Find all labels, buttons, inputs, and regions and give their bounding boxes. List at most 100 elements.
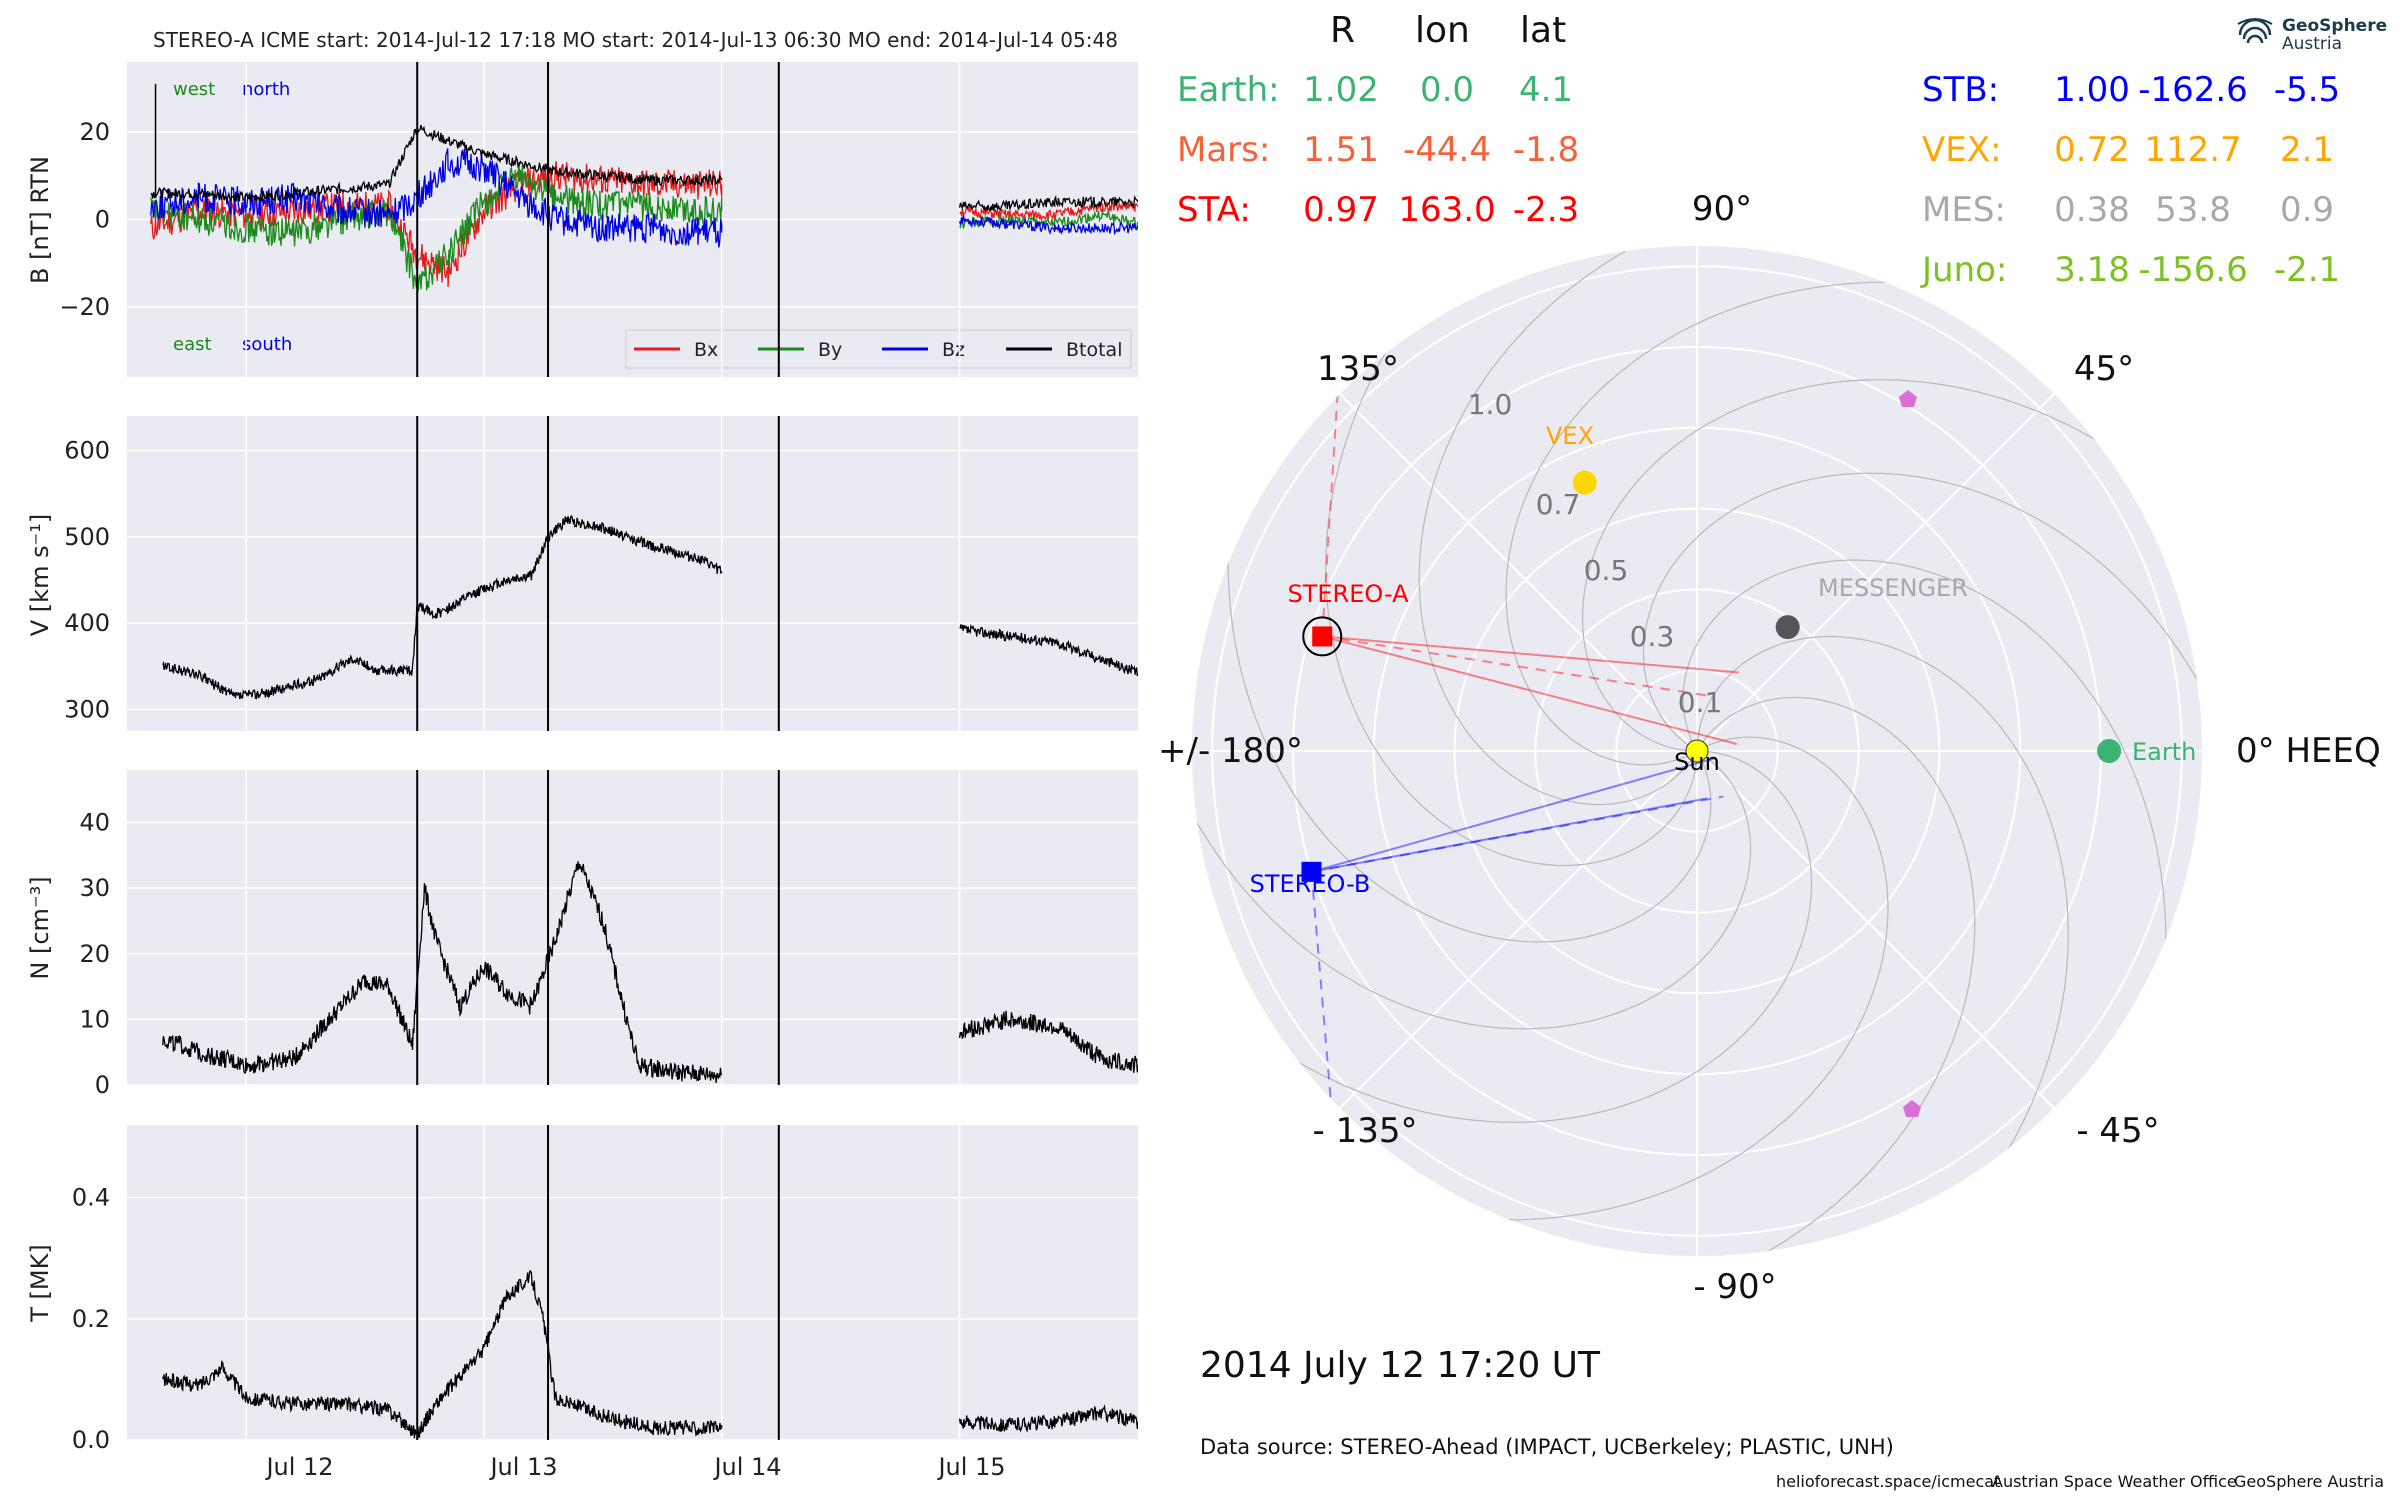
polar-radius-labels: 1.0 0.7 0.5 0.3 0.1 bbox=[1468, 388, 1723, 719]
pos-right-stb-r: 1.00 bbox=[2054, 70, 2130, 110]
angle-label-45: 45° bbox=[2074, 349, 2134, 389]
label-sun: Sun bbox=[1674, 748, 1720, 776]
b-ylabel: B [nT] RTN bbox=[26, 156, 54, 284]
pos-right-stb-lon: -162.6 bbox=[2138, 70, 2248, 110]
grid-spoke bbox=[1339, 750, 1698, 1109]
rlabel-0-1: 0.1 bbox=[1678, 686, 1723, 719]
pos-left-earth-r: 1.02 bbox=[1303, 70, 1379, 110]
pos-left-earth-name: Earth: bbox=[1177, 70, 1280, 110]
col-header-lon: lon bbox=[1415, 10, 1470, 51]
logo-line1: GeoSphere bbox=[2282, 16, 2388, 36]
angle-label-90: 90° bbox=[1692, 189, 1752, 229]
ytick-label: 0 bbox=[95, 206, 110, 234]
body-labels: Sun Earth VEX MESSENGER STEREO-A STEREO-… bbox=[1250, 422, 2197, 898]
angle-label-180: +/- 180° bbox=[1160, 731, 1303, 771]
timestamp-label: 2014 July 12 17:20 UT bbox=[1200, 1345, 1601, 1386]
ytick-label: 10 bbox=[79, 1005, 110, 1033]
juno-mars-markers bbox=[1899, 390, 1921, 1117]
marker-pentagon-lower bbox=[1903, 1100, 1921, 1117]
panel-temperature: T [MK] 0.4 0.2 0.0 bbox=[26, 1125, 1138, 1454]
parker-spiral bbox=[1325, 246, 1698, 867]
t-ylabel: T [MK] bbox=[26, 1244, 54, 1322]
series-v-0 bbox=[162, 514, 723, 700]
parker-spiral bbox=[1642, 472, 2202, 827]
label-west: west bbox=[173, 79, 215, 100]
ytick-label: 40 bbox=[79, 809, 110, 837]
parker-spiral bbox=[1192, 750, 1813, 1123]
pos-left-mars-name: Mars: bbox=[1177, 130, 1271, 170]
ytick-label: 0.4 bbox=[72, 1184, 110, 1212]
ytick-label: 0 bbox=[95, 1071, 110, 1099]
legend-bx: Bx bbox=[694, 339, 718, 361]
stb-line-2 bbox=[1311, 797, 1708, 873]
time-series-panels: B [nT] RTN west north east south Bx By B… bbox=[26, 62, 1138, 1481]
ytick-label: 300 bbox=[64, 695, 110, 723]
parker-spiral bbox=[1696, 635, 2069, 1256]
parker-spiral bbox=[1505, 281, 2041, 766]
pos-right-mes-lat: 0.9 bbox=[2279, 190, 2335, 230]
xtick-jul15: Jul 15 bbox=[936, 1453, 1005, 1481]
pos-left-earth-lon: 0.0 bbox=[1419, 70, 1475, 110]
sta-line-dashed-1 bbox=[1322, 635, 1709, 697]
ytick-label: 20 bbox=[79, 118, 110, 146]
series-n-0 bbox=[162, 861, 723, 1084]
sun-marker bbox=[1685, 739, 1709, 763]
pos-right-juno-lon: -156.6 bbox=[2138, 250, 2248, 290]
label-stereo-a: STEREO-A bbox=[1287, 580, 1409, 608]
pos-right-stb-lat: -5.5 bbox=[2273, 70, 2341, 110]
stb-line-1 bbox=[1311, 756, 1717, 873]
rlabel-0-5: 0.5 bbox=[1584, 554, 1629, 587]
pos-right-juno-r: 3.18 bbox=[2054, 250, 2130, 290]
ytick-label: 0.0 bbox=[72, 1426, 110, 1454]
polar-plot: 90° 45° 0° HEEQ - 45° - 90° - 135° +/- 1… bbox=[1160, 189, 2381, 1307]
legend-bz: Bz bbox=[942, 339, 965, 361]
pos-left-mars-r: 1.51 bbox=[1303, 130, 1379, 170]
label-east: east bbox=[173, 334, 212, 355]
rlabel-1-0: 1.0 bbox=[1468, 388, 1513, 421]
pos-right-mes-lon: 53.8 bbox=[2155, 190, 2231, 230]
pos-right-vex-lon: 112.7 bbox=[2144, 130, 2242, 170]
angle-label-0: 0° HEEQ bbox=[2236, 731, 2381, 771]
panel-density: N [cm⁻³] 40 30 20 10 0 bbox=[26, 770, 1138, 1099]
angle-label-minus45: - 45° bbox=[2076, 1111, 2159, 1151]
pos-left-sta-lat: -2.3 bbox=[1512, 190, 1580, 230]
parker-spiral bbox=[1418, 246, 1773, 806]
pos-right-vex-r: 0.72 bbox=[2054, 130, 2130, 170]
angle-label-135: 135° bbox=[1317, 349, 1399, 389]
parker-spiral bbox=[1621, 696, 1976, 1256]
xtick-jul14: Jul 14 bbox=[712, 1453, 781, 1481]
legend-btotal: Btotal bbox=[1066, 339, 1122, 361]
messenger-marker bbox=[1775, 615, 1800, 640]
ytick-label: 400 bbox=[64, 609, 110, 637]
parker-spiral bbox=[1192, 675, 1752, 1030]
rlabel-0-7: 0.7 bbox=[1536, 488, 1581, 521]
parker-spiral bbox=[1353, 736, 1889, 1221]
bodies bbox=[1301, 470, 2122, 882]
panel-magnetic-field: B [nT] RTN west north east south Bx By B… bbox=[26, 62, 1138, 377]
label-vex: VEX bbox=[1546, 422, 1594, 450]
stereo-a-ring bbox=[1302, 616, 1343, 657]
xtick-jul12: Jul 12 bbox=[264, 1453, 333, 1481]
series-bz bbox=[150, 148, 723, 248]
ytick-label: 30 bbox=[79, 874, 110, 902]
geosphere-logo: GeoSphere Austria bbox=[2232, 12, 2387, 58]
label-north: north bbox=[242, 79, 290, 100]
col-header-lat: lat bbox=[1520, 10, 1567, 51]
series-v-1 bbox=[959, 623, 1138, 676]
pos-left-sta-name: STA: bbox=[1177, 190, 1251, 230]
sta-line-1 bbox=[1321, 635, 1738, 745]
col-header-r: R bbox=[1330, 10, 1356, 51]
series-t-1 bbox=[958, 1404, 1138, 1433]
series-btotal-late bbox=[958, 194, 1138, 213]
pos-left-earth-lat: 4.1 bbox=[1518, 70, 1574, 110]
ytick-label: 500 bbox=[64, 523, 110, 551]
grid-spoke bbox=[1339, 393, 1698, 752]
ytick-label: 20 bbox=[79, 940, 110, 968]
n-ylabel: N [cm⁻³] bbox=[26, 876, 54, 979]
stereo-b-marker bbox=[1301, 861, 1322, 882]
pos-right-mes-r: 0.38 bbox=[2054, 190, 2130, 230]
grid-spoke bbox=[1696, 750, 2055, 1109]
panel-t-background bbox=[127, 1125, 1138, 1440]
logo-line2: Austria bbox=[2282, 34, 2343, 54]
pos-left-sta-r: 0.97 bbox=[1303, 190, 1379, 230]
